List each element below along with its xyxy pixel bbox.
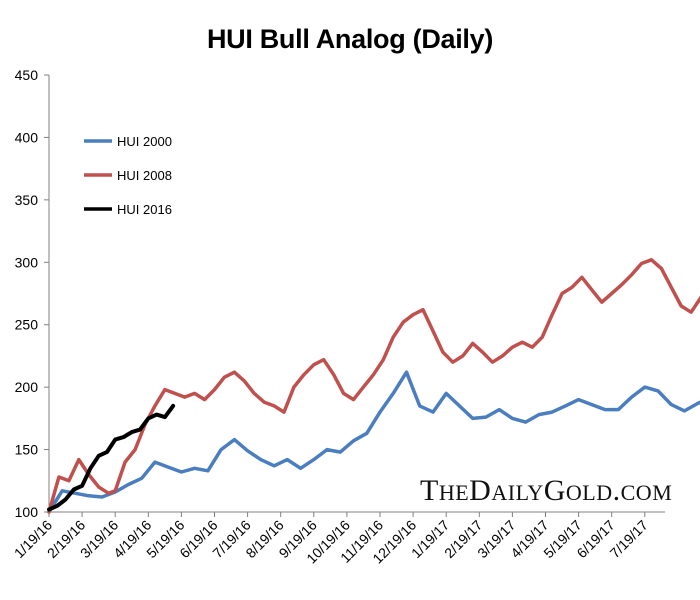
- series-line-hui-2000: [47, 370, 700, 514]
- y-tick-label: 350: [15, 192, 39, 208]
- series-line-hui-2008: [47, 258, 700, 514]
- legend: HUI 2000 HUI 2008 HUI 2016: [84, 134, 172, 217]
- y-tick-label: 300: [15, 254, 39, 270]
- series-group: [47, 258, 700, 514]
- x-tick-label: 7/19/17: [607, 517, 651, 561]
- y-tick-label: 100: [15, 504, 39, 520]
- watermark: THEDAILYGOLD.COM: [420, 474, 673, 507]
- y-tick-label: 200: [15, 379, 39, 395]
- legend-label: HUI 2016: [117, 202, 172, 217]
- x-axis-ticks: 1/19/162/19/163/19/164/19/165/19/166/19/…: [11, 512, 651, 567]
- chart-title: HUI Bull Analog (Daily): [206, 24, 494, 54]
- legend-label: HUI 2000: [117, 134, 172, 149]
- y-tick-label: 250: [15, 317, 39, 333]
- legend-label: HUI 2008: [117, 168, 172, 183]
- y-tick-label: 400: [15, 129, 39, 145]
- y-tick-label: 450: [15, 67, 39, 83]
- series-line-hui-2016: [47, 403, 176, 512]
- y-tick-label: 150: [15, 442, 39, 458]
- y-axis-ticks: 100 150 200 250 300 350 400 450: [15, 67, 49, 520]
